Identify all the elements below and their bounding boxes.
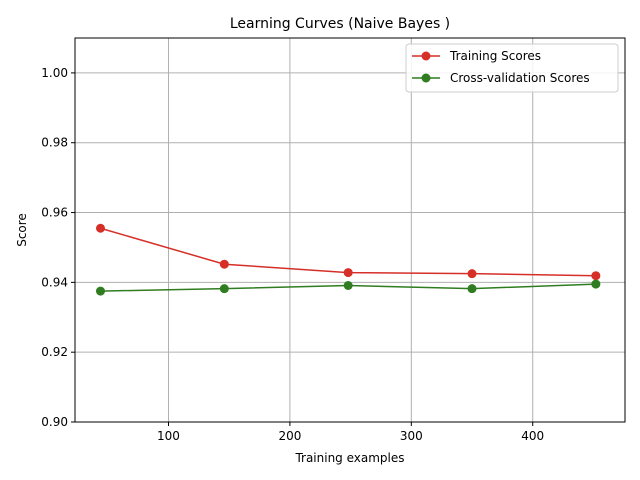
legend-entry: Cross-validation Scores [412, 71, 590, 85]
data-point [343, 268, 353, 278]
series-1 [95, 223, 601, 281]
plot-frame [74, 37, 626, 423]
y-tick-label: 0.98 [41, 136, 68, 150]
series-layer [95, 223, 601, 296]
chart-title: Learning Curves (Naive Bayes ) [230, 16, 450, 32]
x-axis-label: Training examples [294, 451, 404, 465]
data-point [467, 269, 477, 279]
x-tick-label: 100 [157, 429, 180, 443]
legend-marker [421, 51, 431, 61]
y-tick-label: 1.00 [41, 66, 68, 80]
y-axis-ticks: 0.90 0.92 0.94 0.96 0.98 1.00 [41, 66, 75, 429]
series-2 [95, 279, 601, 296]
legend-label: Cross-validation Scores [450, 71, 590, 85]
data-point [95, 286, 105, 296]
data-point [219, 259, 229, 269]
data-point [591, 279, 601, 289]
grid-lines [75, 38, 625, 423]
x-tick-label: 200 [278, 429, 301, 443]
y-axis-label: Score [15, 213, 29, 247]
legend-entry: Training Scores [412, 49, 541, 63]
data-point [95, 223, 105, 233]
legend-label: Training Scores [449, 49, 541, 63]
data-point [467, 284, 477, 294]
x-axis-ticks: 100 200 300 400 [157, 422, 544, 443]
y-tick-label: 0.92 [41, 345, 68, 359]
x-tick-label: 300 [400, 429, 423, 443]
data-point [343, 281, 353, 291]
y-tick-label: 0.96 [41, 206, 68, 220]
legend: Training Scores Cross-validation Scores [405, 43, 619, 93]
data-point [591, 271, 601, 281]
x-tick-label: 400 [521, 429, 544, 443]
legend-marker [421, 73, 431, 83]
data-point [219, 284, 229, 294]
y-tick-label: 0.94 [41, 275, 68, 289]
y-tick-label: 0.90 [41, 415, 68, 429]
legend-frame [405, 43, 619, 93]
